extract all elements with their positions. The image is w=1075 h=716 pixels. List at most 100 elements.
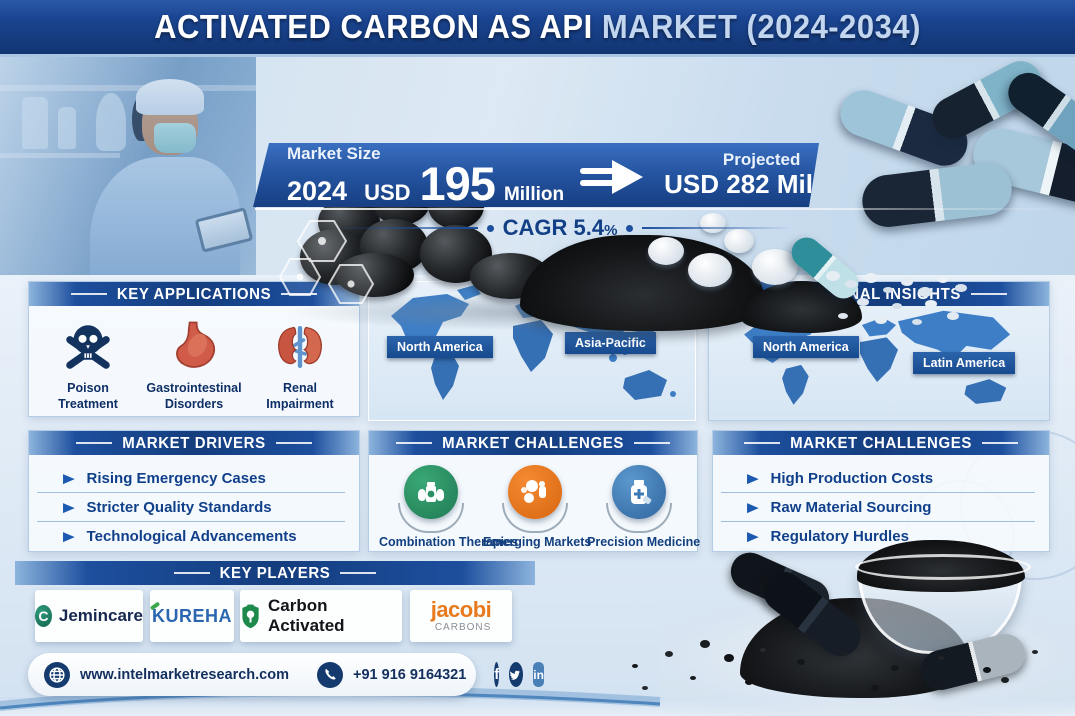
market-size-group: Market Size 2024 USD 195 Million <box>287 145 564 205</box>
key-player-kureha: KUREHA <box>150 590 234 642</box>
application-label: Renal Impairment <box>266 381 334 411</box>
facebook-icon[interactable]: f <box>494 662 500 687</box>
key-player-jemincare: C Jemincare <box>35 590 143 642</box>
phone-number[interactable]: +91 916 9164321 <box>353 666 467 683</box>
market-size-year: 2024 <box>287 175 348 206</box>
lab-photo <box>0 57 256 275</box>
driver-item: ▶ Technological Advancements <box>37 521 345 550</box>
market-size-label: Market Size <box>287 143 381 163</box>
driver-label: Stricter Quality Standards <box>86 499 272 516</box>
projected-label: Projected <box>722 150 801 170</box>
header-line <box>70 293 107 295</box>
jacobi-name: jacobi <box>430 597 492 622</box>
medicine-bottle-icon <box>612 465 666 519</box>
stomach-icon <box>142 316 246 378</box>
photo-tint-overlay <box>0 57 256 275</box>
application-item: Poison Treatment <box>36 316 140 412</box>
jemincare-name: Jemincare <box>58 606 143 625</box>
key-player-carbon-activated: Carbon Activated <box>240 590 402 642</box>
cagr-dot <box>626 224 634 232</box>
driver-label: Rising Emergency Cases <box>86 470 266 487</box>
page-title: ACTIVATED CARBON AS API MARKET (2024-203… <box>154 8 921 47</box>
website-link[interactable]: www.intelmarketresearch.com <box>80 666 289 683</box>
globe-icon <box>44 661 70 688</box>
projected-group: Projected USD 282 Million <box>664 150 859 199</box>
challenge-row: ▶ Regulatory Hurdles <box>721 521 1035 550</box>
scientist-figure <box>80 75 254 275</box>
market-challenges-right-panel: MARKET CHALLENGES ▶ High Production Cost… <box>712 430 1050 552</box>
pills-icon <box>404 465 458 519</box>
challenge-label: Regulatory Hurdles <box>770 528 909 545</box>
cagr-row: CAGR 5.4% <box>300 213 820 243</box>
challenge-row: ▶ High Production Costs <box>721 464 1035 492</box>
header-line <box>275 442 312 444</box>
white-tablet <box>724 229 754 253</box>
hero-section: Market Size 2024 USD 195 Million Project… <box>0 53 1075 333</box>
lab-shelf <box>0 153 120 158</box>
header-line <box>396 442 433 444</box>
cagr-value: CAGR 5.4% <box>502 215 618 240</box>
carbon-activated-name: Carbon Activated <box>268 596 345 635</box>
white-tablet <box>648 237 684 265</box>
skull-crossbones-icon <box>36 316 140 378</box>
triangle-bullet-icon: ▶ <box>747 500 759 515</box>
application-label: Gastrointestinal Disorders <box>146 381 242 411</box>
map-label: Latin America <box>913 352 1016 374</box>
triangle-bullet-icon: ▶ <box>747 471 759 486</box>
challenge-item: Emerging Markets <box>483 465 592 549</box>
jemincare-logo-icon: C <box>35 605 52 627</box>
kureha-name: KUREHA <box>151 605 232 626</box>
white-tablet <box>688 253 732 287</box>
bowl-rim <box>855 554 1031 580</box>
cagr-dot <box>486 224 494 232</box>
capsule-pill <box>859 160 1015 230</box>
challenge-label: Emerging Markets <box>483 535 592 549</box>
linkedin-icon[interactable]: in <box>533 662 544 687</box>
white-tablet <box>752 249 798 285</box>
header-line <box>981 442 1018 444</box>
lab-bottle <box>22 97 48 149</box>
driver-item: ▶ Rising Emergency Cases <box>37 464 345 492</box>
map-label: North America <box>753 336 859 358</box>
title-bar: ACTIVATED CARBON AS API MARKET (2024-203… <box>0 0 1075 57</box>
key-players-header: KEY PLAYERS <box>15 561 535 585</box>
header-line <box>340 572 377 574</box>
driver-label: Technological Advancements <box>86 528 297 545</box>
market-size-unit: Million <box>503 183 565 205</box>
surgical-cap <box>136 79 204 115</box>
key-player-jacobi: jacobi CARBONS <box>410 590 512 642</box>
cagr-line-left <box>327 227 478 229</box>
cagr-line-right <box>642 227 793 229</box>
lab-shelf <box>0 85 256 91</box>
growth-arrow-icon <box>580 157 646 199</box>
market-size-banner: Market Size 2024 USD 195 Million Project… <box>253 143 819 207</box>
carbon-activated-shield-icon <box>242 604 259 629</box>
key-players-title: KEY PLAYERS <box>219 564 331 582</box>
lab-bottle <box>58 107 76 149</box>
header-line <box>76 442 113 444</box>
market-drivers-header: MARKET DRIVERS <box>29 431 359 455</box>
challenge-row: ▶ Raw Material Sourcing <box>721 492 1035 521</box>
market-size-currency: USD <box>364 179 411 205</box>
market-challenges-right-header: MARKET CHALLENGES <box>713 431 1049 455</box>
header-line <box>173 572 210 574</box>
kidneys-icon <box>248 316 352 378</box>
market-challenges-center-title: MARKET CHALLENGES <box>442 434 624 452</box>
phone-icon <box>317 661 343 688</box>
challenge-label: Combination Therapies <box>379 535 518 549</box>
triangle-bullet-icon: ▶ <box>63 529 75 544</box>
lab-flask <box>96 93 126 151</box>
banner-underline <box>255 208 1075 210</box>
carbon-granules <box>700 640 710 648</box>
face-mask <box>154 123 196 153</box>
twitter-icon[interactable] <box>509 662 524 687</box>
projected-value: USD 282 Million <box>664 168 860 199</box>
header-line <box>633 442 670 444</box>
map-label: North America <box>387 336 493 358</box>
jacobi-subtitle: CARBONS <box>434 622 492 633</box>
triangle-bullet-icon: ▶ <box>747 529 759 544</box>
application-item: Renal Impairment <box>248 316 352 412</box>
market-drivers-title: MARKET DRIVERS <box>122 434 266 452</box>
challenge-label: Precision Medicine <box>587 535 701 549</box>
challenge-item: Precision Medicine <box>587 465 701 549</box>
